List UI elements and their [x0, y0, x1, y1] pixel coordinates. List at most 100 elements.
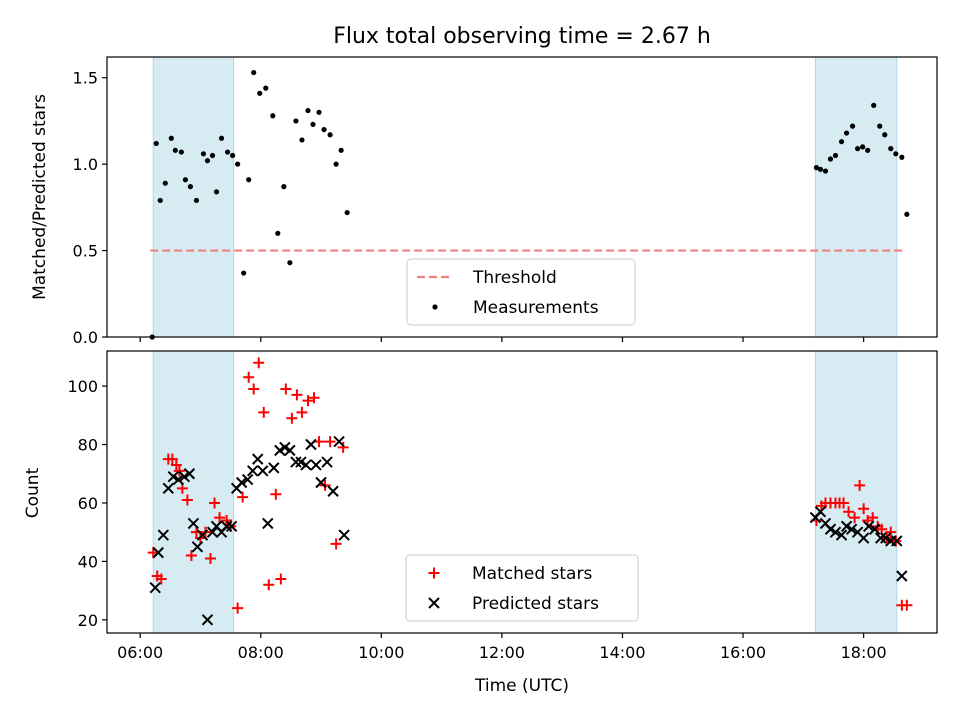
- predicted-star-point: [310, 459, 322, 471]
- predicted-star-point: [152, 546, 164, 559]
- predicted-star-point: [257, 465, 269, 477]
- y-tick-label: 80: [78, 436, 98, 455]
- legend-box: [406, 258, 636, 326]
- matched-star-point: [291, 389, 303, 401]
- predicted-star-point: [201, 614, 214, 626]
- predicted-star-point: [814, 506, 827, 518]
- measurement-point: [877, 123, 883, 129]
- matched-star-point: [243, 371, 255, 383]
- measurement-point: [849, 123, 856, 129]
- measurement-point: [157, 197, 163, 204]
- matched-star-point: [258, 406, 270, 418]
- matched-star-point: [204, 552, 216, 564]
- measurement-point: [344, 209, 350, 216]
- predicted-star-point: [835, 529, 848, 541]
- measurement-point: [817, 166, 824, 172]
- predicted-star-point: [891, 535, 903, 547]
- legend-label: Threshold: [472, 268, 557, 288]
- y-tick-label: 1.0: [73, 155, 98, 174]
- measurement-point: [187, 184, 194, 190]
- measurement-point: [899, 154, 905, 160]
- chart-title: Flux total observing time = 2.67 h: [333, 24, 711, 49]
- legend: Threshold Measurements: [406, 258, 636, 326]
- measurement-point: [172, 147, 178, 153]
- measurement-point: [882, 132, 888, 138]
- matched-star-point: [237, 491, 249, 503]
- measurement-point: [832, 152, 839, 159]
- predicted-star-point: [875, 532, 887, 544]
- matched-star-point: [155, 573, 167, 585]
- bottom-panel: 20 40 60 80 100 06:00 08:00 10:00 12:00 14:00 16:0…: [67, 350, 938, 662]
- x-tick-label: 14:00: [599, 643, 645, 662]
- predicted-star-point: [862, 520, 875, 533]
- measurement-point: [316, 109, 322, 115]
- x-tick-label: 10:00: [358, 643, 404, 662]
- measurement-point: [246, 177, 252, 183]
- predicted-star-point: [183, 468, 196, 480]
- measurement-point: [241, 270, 247, 276]
- matched-star-point: [854, 479, 866, 491]
- predicted-star-point: [172, 473, 185, 486]
- measurement-point: [904, 211, 910, 217]
- axes-frame: [106, 56, 938, 338]
- predicted-star-point: [235, 476, 248, 489]
- measurement-point: [281, 184, 287, 190]
- top-panel: 0.0 0.5 1.0 1.5 Threshold Measurements: [73, 56, 938, 347]
- y-tick-label: 60: [78, 494, 98, 513]
- predicted-star-point: [157, 529, 169, 541]
- matched-star-point: [324, 436, 336, 448]
- measurement-point: [182, 177, 188, 183]
- y-tick-label: 1.5: [73, 69, 98, 88]
- predicted-star-point: [321, 456, 333, 468]
- measurement-point: [251, 69, 257, 76]
- matched-star-point: [308, 392, 320, 404]
- measurement-point: [860, 144, 866, 150]
- measurement-point: [299, 137, 305, 143]
- predicted-star-point: [262, 517, 274, 530]
- legend-measurement-swatch: [432, 304, 438, 310]
- measurement-point: [827, 156, 834, 162]
- predicted-star-point: [845, 523, 858, 535]
- predicted-star-point: [252, 453, 264, 465]
- measurement-point: [235, 161, 241, 167]
- predicted-star-point: [149, 581, 161, 594]
- predicted-star-point: [284, 444, 296, 457]
- measurement-point: [888, 146, 894, 152]
- measurement-point: [813, 165, 820, 171]
- predicted-star-point: [220, 520, 233, 533]
- matched-star-point: [232, 602, 244, 614]
- measurement-point: [843, 130, 850, 136]
- matched-star-point: [170, 459, 182, 471]
- measurement-point: [305, 107, 311, 114]
- predicted-star-point: [333, 435, 345, 448]
- matched-star-point: [248, 383, 260, 395]
- measurement-point: [168, 135, 174, 141]
- matched-star-point: [885, 526, 897, 538]
- shaded-interval: [152, 56, 235, 338]
- measurement-point: [193, 197, 200, 204]
- predicted-star-point: [857, 532, 870, 544]
- matched-star-point: [849, 512, 861, 524]
- matched-star-point: [270, 488, 282, 500]
- predicted-star-point: [187, 517, 200, 530]
- x-axis-label: Time (UTC): [474, 676, 569, 696]
- legend-matched-swatch: [428, 567, 440, 579]
- predicted-star-point: [241, 473, 254, 486]
- measurement-point: [822, 168, 829, 174]
- measurement-point: [218, 135, 225, 141]
- matched-star-point: [302, 395, 314, 407]
- measurement-point: [263, 85, 269, 91]
- y-tick-label: 20: [78, 611, 98, 630]
- measurement-point: [287, 260, 293, 266]
- predicted-star-point: [327, 485, 339, 497]
- matched-star-point: [209, 497, 221, 509]
- predicted-star-point: [225, 520, 238, 533]
- matched-star-point: [214, 512, 226, 524]
- measurement-point: [321, 126, 327, 133]
- legend-label: Predicted stars: [472, 594, 599, 614]
- bottom-y-axis-label: Count: [23, 467, 43, 518]
- predicted-star-point: [338, 529, 350, 541]
- measurement-point: [310, 121, 316, 128]
- measurement-point: [893, 151, 899, 157]
